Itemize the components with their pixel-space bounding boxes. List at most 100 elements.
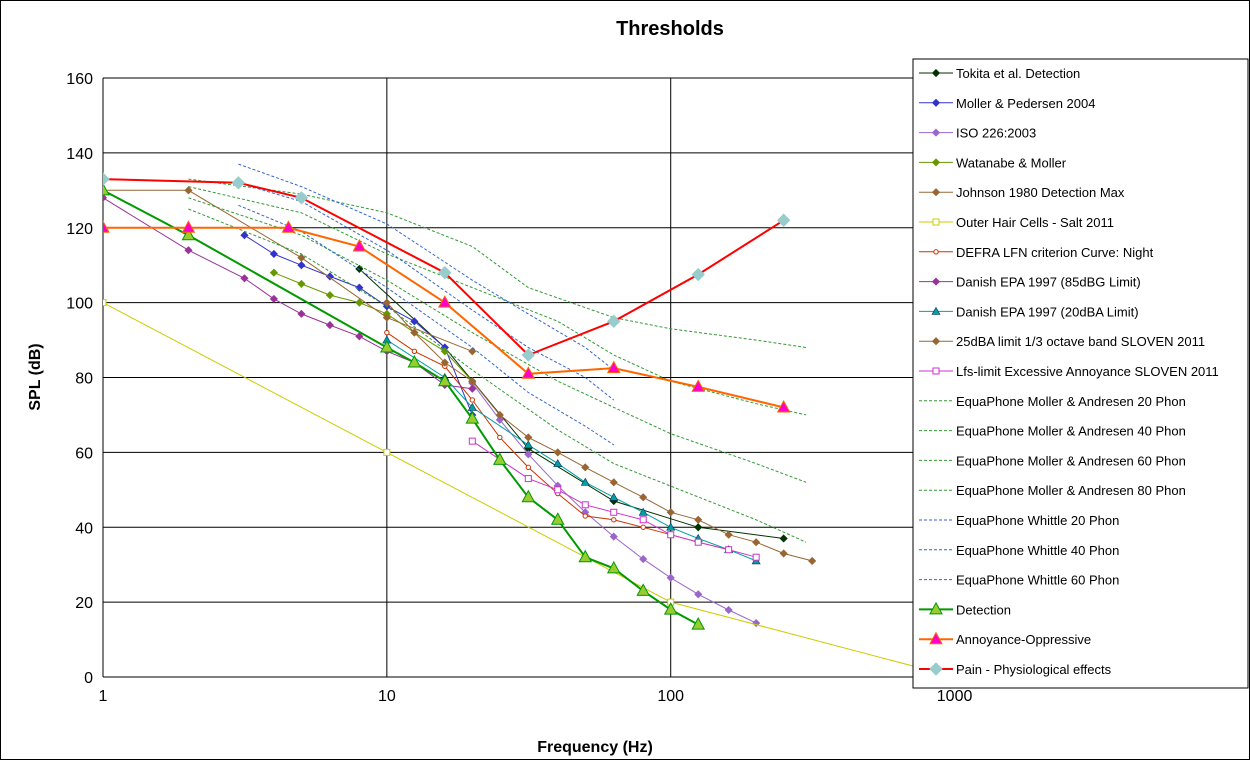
data-point [468,377,477,386]
legend-entry: ISO 226:2003 [919,126,1036,141]
legend-marker [933,249,939,255]
y-tick-label: 100 [66,296,93,313]
data-point [525,464,532,471]
legend-label: Pain - Physiological effects [956,662,1112,677]
data-point [355,332,364,341]
legend-marker [931,158,941,167]
data-point [437,295,452,308]
data-point [465,411,480,424]
series-line [386,302,813,562]
series-line [188,208,807,543]
legend-entry: EquaPhone Moller & Andresen 60 Phon [919,453,1186,468]
legend-marker [931,68,941,78]
legend-entry: Outer Hair Cells - Salt 2011 [919,215,1114,230]
legend-label: DEFRA LFN criterion Curve: Night [956,245,1154,260]
legend-label: Outer Hair Cells - Salt 2011 [956,215,1114,230]
data-point [523,440,533,449]
data-point [269,294,278,303]
series-line [238,204,615,446]
legend: Tokita et al. Detection Moller & Pedersen… [912,58,1249,689]
series-line [358,268,784,539]
data-point [776,213,791,227]
data-point [776,399,791,413]
data-point [639,516,647,524]
data-point [694,515,703,524]
legend-label: Lfs-limit Excessive Annoyance SLOVEN 201… [956,364,1219,379]
data-point [808,556,817,566]
data-point [521,366,536,379]
series-15 [238,204,615,446]
legend-label: Annoyance-Oppressive [956,632,1091,647]
data-point [410,317,419,326]
data-point [724,605,733,615]
data-point [524,475,532,483]
data-point [581,463,590,472]
data-point [611,517,617,523]
data-point [469,397,476,403]
data-point [694,538,702,546]
x-tick-label: 10 [378,688,396,705]
legend-entry: Lfs-limit Excessive Annoyance SLOVEN 201… [919,364,1219,379]
series-2 [468,379,761,628]
data-point [352,238,367,252]
data-point [524,450,533,459]
legend-label: EquaPhone Whittle 20 Phon [956,513,1119,528]
data-point [694,590,703,599]
data-point [383,448,391,456]
legend-entry: Detection [919,601,1011,617]
series-line [103,302,955,678]
data-point [666,573,675,582]
series-12 [188,197,807,483]
series-17 [238,163,615,371]
legend-label: EquaPhone Moller & Andresen 80 Phon [956,483,1186,498]
legend-label: EquaPhone Moller & Andresen 60 Phon [956,453,1186,468]
legend-label: Detection [956,602,1011,617]
y-tick-label: 40 [75,520,93,537]
x-axis-label: Frequency (Hz) [537,739,653,756]
legend-entry: EquaPhone Whittle 60 Phon [919,573,1119,588]
data-point [468,437,476,445]
legend-entry: Johnson 1980 Detection Max [919,185,1125,200]
legend-entry: Watanabe & Moller [919,155,1067,170]
legend-entry: Pain - Physiological effects [919,662,1112,677]
data-point [691,379,706,392]
chart-title: Thresholds [616,18,724,40]
legend-marker [932,367,940,375]
series-14 [188,178,807,348]
data-point [578,549,593,563]
series-line [386,339,757,562]
legend-marker [932,218,940,226]
data-point [607,314,621,329]
series-line [188,186,807,416]
data-point [609,532,618,541]
data-point [440,347,449,356]
data-point [103,182,110,196]
data-point [666,522,676,531]
y-tick-label: 160 [66,71,93,88]
legend-label: Johnson 1980 Detection Max [956,185,1125,200]
data-point [103,172,110,186]
data-point [606,360,621,374]
legend-label: Danish EPA 1997 (85dBG Limit) [956,275,1141,290]
axis-ticks: 0 20 40 60 80 100 120 140 160 1 10 100 1000 [66,71,972,705]
data-point [382,313,391,322]
legend-entry: DEFRA LFN criterion Curve: Night [919,245,1154,260]
y-tick-label: 60 [75,445,93,462]
data-point [269,268,278,277]
series-line [188,197,807,483]
data-point [440,358,449,367]
legend-marker [931,337,941,346]
data-point [269,249,278,259]
data-point [663,602,678,615]
data-point [610,508,618,516]
data-point [181,220,196,233]
data-point [752,538,761,547]
legend-box [912,58,1249,689]
legend-label: EquaPhone Whittle 40 Phon [956,543,1119,558]
data-point [281,220,296,233]
legend-entry: EquaPhone Whittle 40 Phon [919,543,1119,558]
legend-entry: EquaPhone Moller & Andresen 20 Phon [919,394,1186,409]
x-tick-label: 100 [657,688,684,705]
data-point [521,489,536,503]
